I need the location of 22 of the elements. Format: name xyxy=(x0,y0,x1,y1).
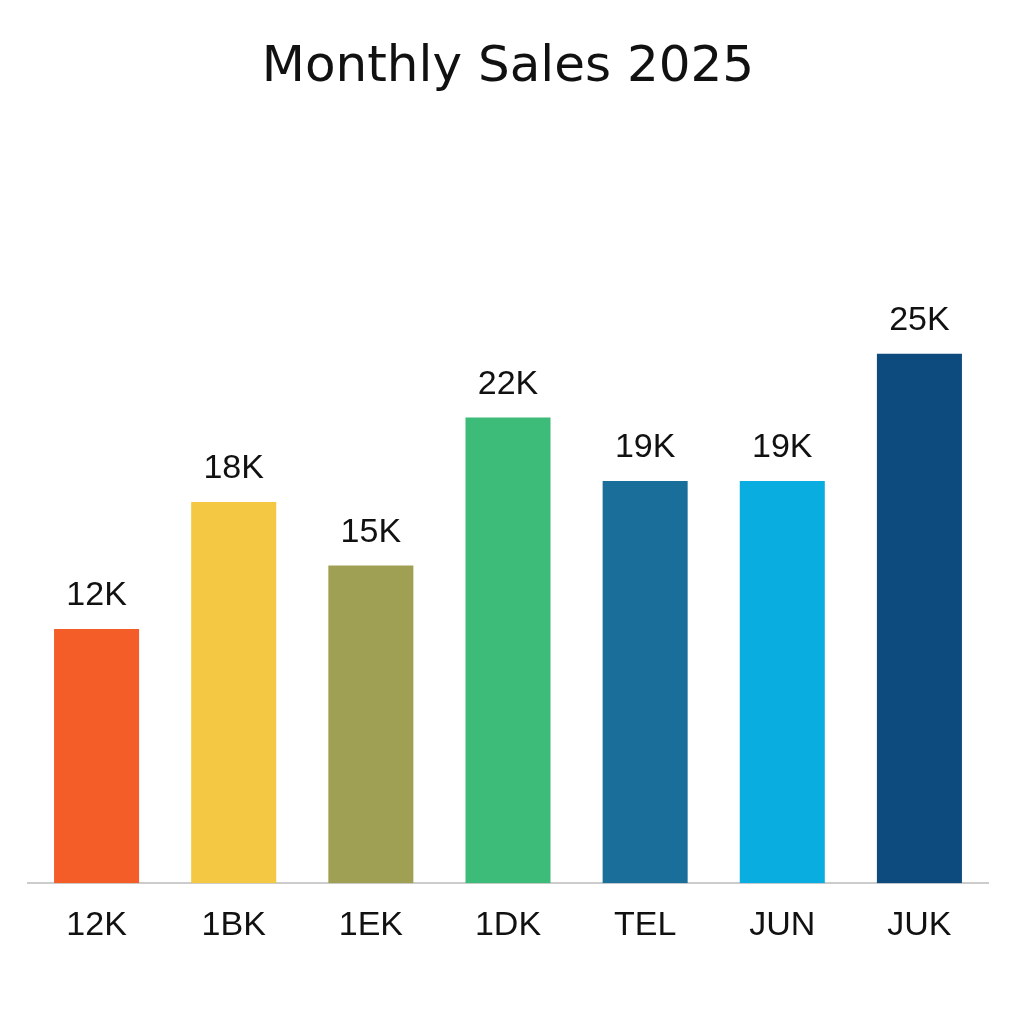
x-tick-label: 1EK xyxy=(338,903,404,942)
bar xyxy=(54,629,140,884)
data-label: 18K xyxy=(203,447,265,486)
bar xyxy=(602,480,688,884)
bar xyxy=(191,502,277,884)
x-tick-label: 1BK xyxy=(201,903,267,942)
x-tick-label: JUN xyxy=(749,903,816,942)
data-label: 22K xyxy=(477,362,539,401)
x-tick-label: 1DK xyxy=(474,903,542,942)
data-label: 25K xyxy=(889,299,950,338)
x-tick-label: TEL xyxy=(613,903,677,942)
bar xyxy=(328,565,414,884)
data-label: 12K xyxy=(66,574,128,613)
data-label: 19K xyxy=(614,426,676,465)
data-label: 19K xyxy=(752,426,813,465)
chart-title: Monthly Sales 2025 xyxy=(261,34,755,93)
bar xyxy=(739,480,825,884)
x-tick-label: JUK xyxy=(887,903,952,942)
data-label: 15K xyxy=(340,510,402,549)
x-tick-label: 12K xyxy=(66,903,128,942)
bar xyxy=(465,417,551,884)
bar xyxy=(876,353,962,884)
